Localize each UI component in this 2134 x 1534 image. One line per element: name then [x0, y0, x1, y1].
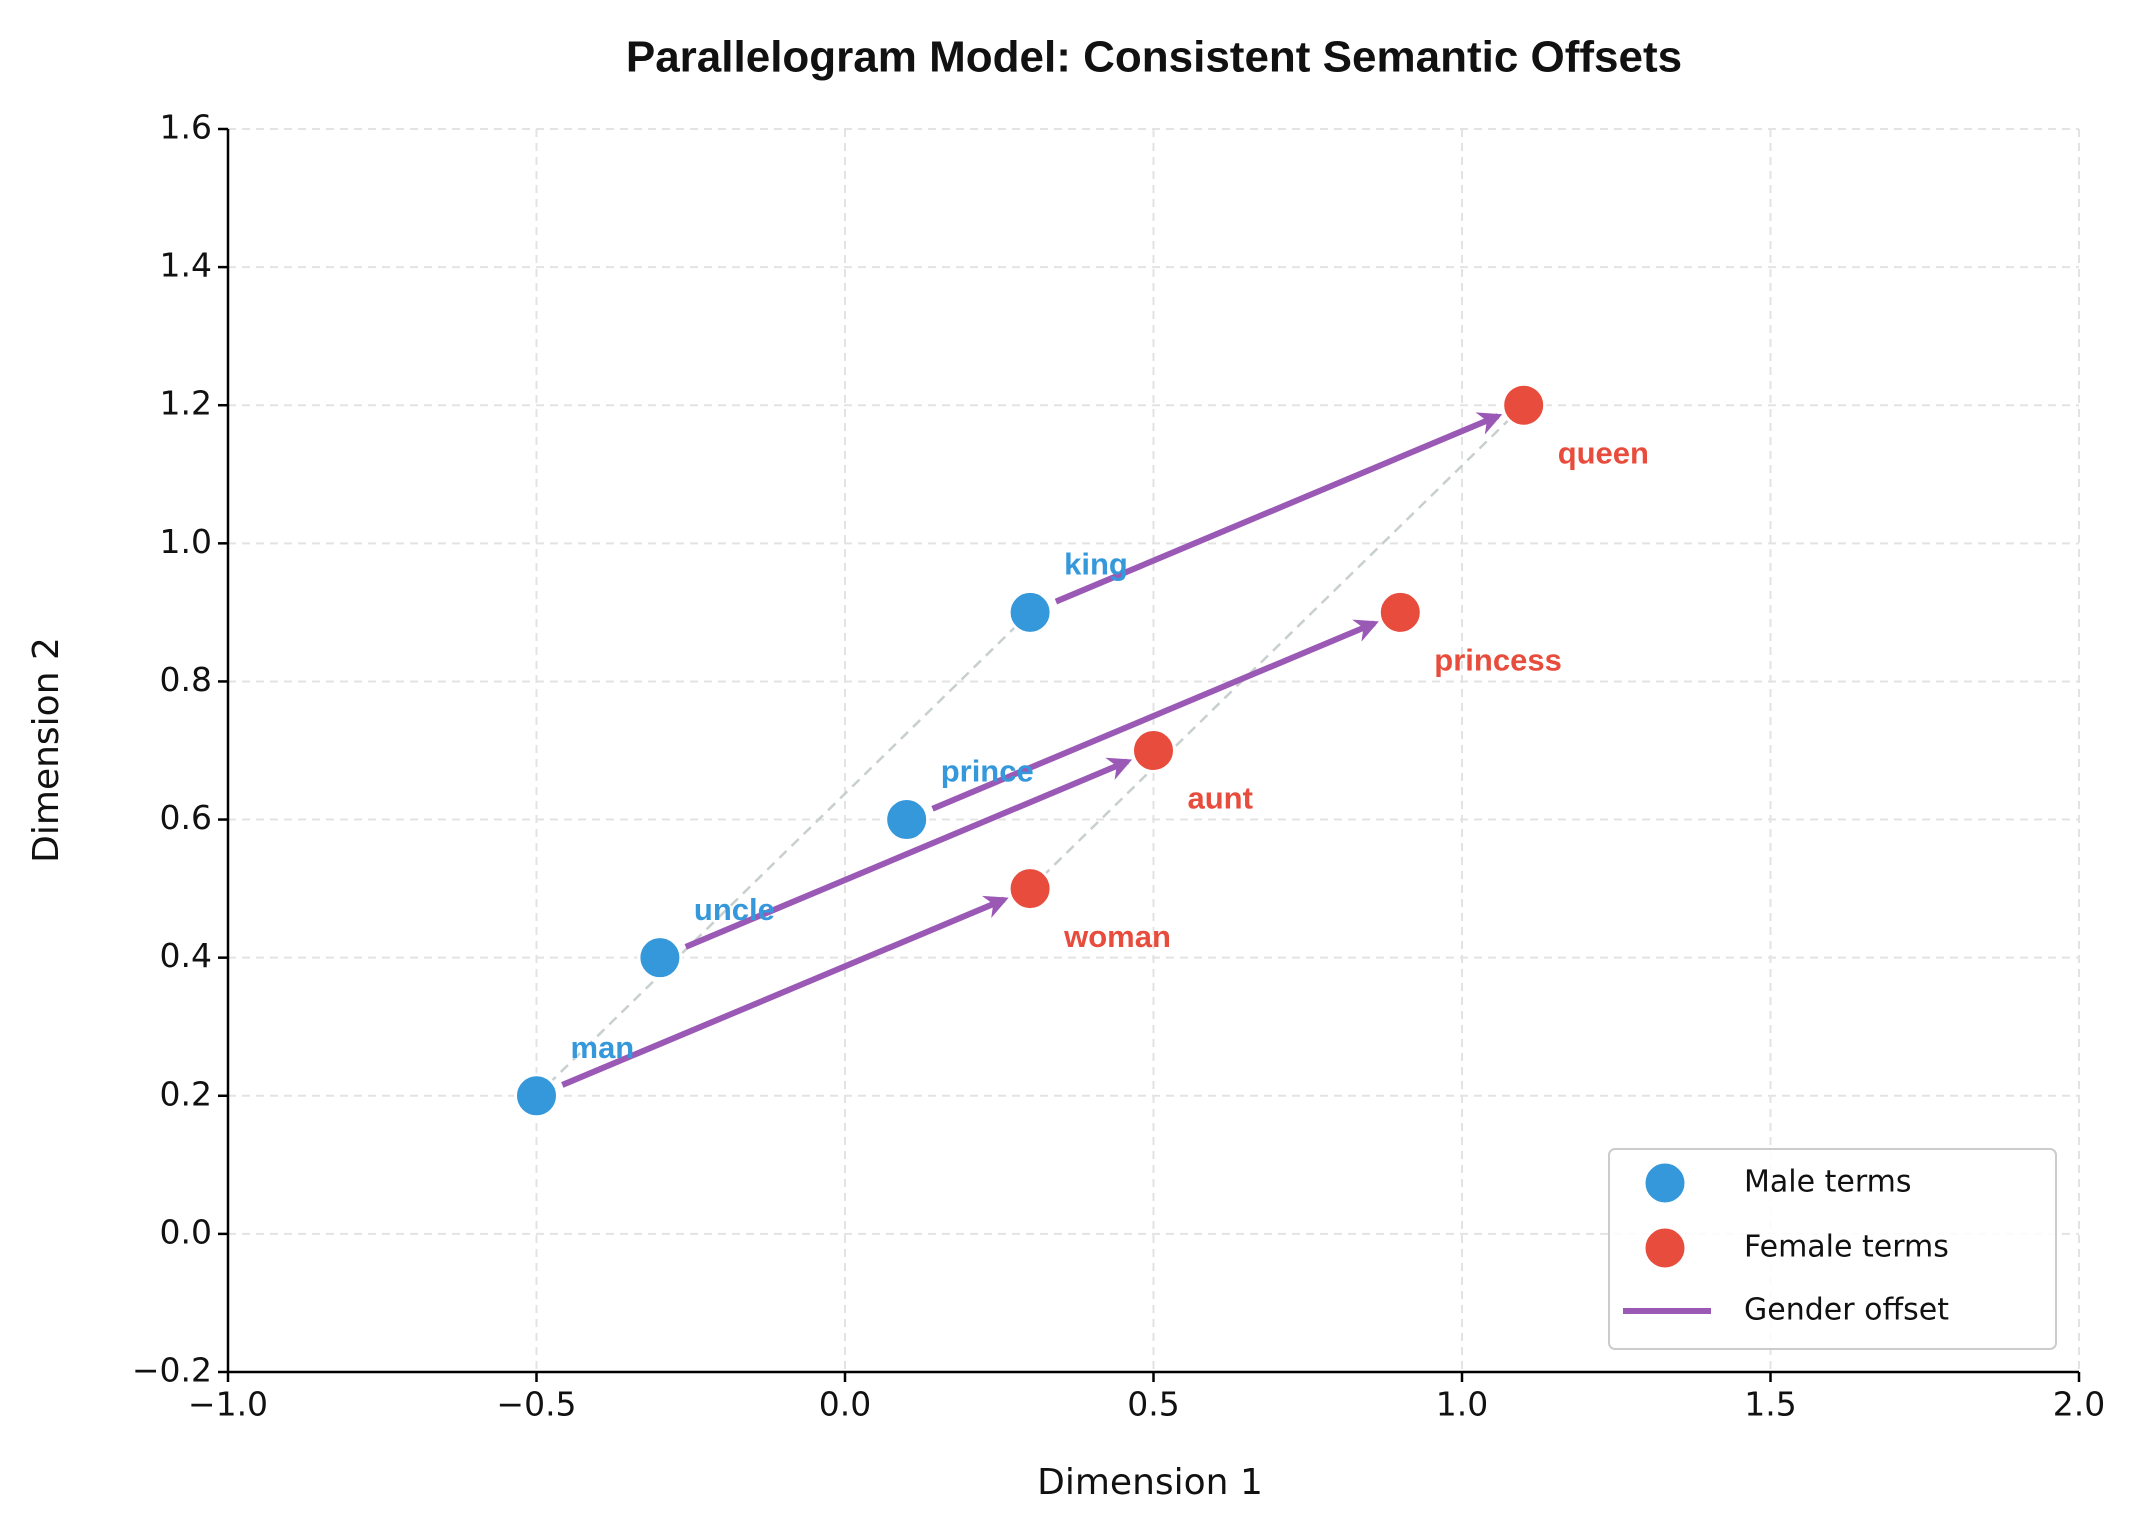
guide-line: [535, 611, 1031, 1097]
point: [1377, 589, 1423, 635]
chart-title: Parallelogram Model: Consistent Semantic…: [626, 33, 1682, 82]
y-axis-label: Dimension 2: [26, 637, 67, 863]
point: [1131, 728, 1176, 773]
legend-marker: [1642, 1225, 1688, 1271]
x-axis-label: Dimension 1: [1037, 1462, 1263, 1503]
grid: −1.0 −0.5 0.0 0.5 1.0 1.5 2.0 −0.2 0.0 0.2 0.4 0.6 0…: [132, 108, 2105, 1424]
point-label: prince: [941, 754, 1034, 789]
point: [884, 797, 930, 843]
point-label: man: [571, 1030, 635, 1065]
plot-area: man uncle prince king woman aunt princess queen: [514, 382, 1649, 1119]
point: [1007, 589, 1053, 635]
y-tick-label: 1.4: [160, 246, 212, 285]
offset-arrow: [561, 895, 1009, 1088]
point: [637, 935, 683, 981]
legend-label: Gender offset: [1744, 1293, 1949, 1328]
point-label: king: [1064, 547, 1128, 582]
legend-label: Female terms: [1744, 1230, 1949, 1265]
legend-label: Male terms: [1744, 1165, 1911, 1200]
x-tick-label: 0.0: [819, 1385, 871, 1424]
y-tick-label: 1.6: [160, 108, 212, 147]
y-tick-label: 0.6: [160, 798, 212, 837]
point-label: princess: [1434, 643, 1562, 678]
y-tick-label: 1.0: [160, 522, 212, 561]
point-label: aunt: [1188, 781, 1253, 816]
point-label: uncle: [694, 892, 775, 927]
y-tick-label: 0.4: [160, 936, 212, 975]
x-tick-label: 2.0: [2053, 1385, 2105, 1424]
x-tick-label: 1.0: [1436, 1385, 1488, 1424]
guide-line: [1029, 404, 1525, 890]
x-tick-label: 0.5: [1127, 1385, 1179, 1424]
x-tick-label: −0.5: [496, 1385, 576, 1424]
y-tick-label: −0.2: [132, 1351, 212, 1390]
offset-arrow: [684, 757, 1133, 950]
point-label: queen: [1558, 435, 1649, 470]
x-tick-label: 1.5: [1744, 1385, 1796, 1424]
y-tick-label: 0.2: [160, 1074, 212, 1113]
legend-marker: [1642, 1160, 1688, 1206]
x-tick-label: −1.0: [188, 1385, 268, 1424]
point: [514, 1073, 559, 1119]
point-label: woman: [1063, 919, 1171, 954]
point: [1501, 382, 1547, 428]
y-tick-label: 0.8: [160, 660, 212, 699]
legend: Male terms Female terms Gender offset: [1623, 1160, 1949, 1328]
offset-arrow: [1054, 412, 1503, 605]
offset-arrow: [931, 619, 1379, 812]
point: [1007, 866, 1053, 912]
y-tick-label: 0.0: [160, 1212, 212, 1251]
y-tick-label: 1.2: [160, 384, 212, 423]
legend-box: [1608, 1148, 2057, 1350]
